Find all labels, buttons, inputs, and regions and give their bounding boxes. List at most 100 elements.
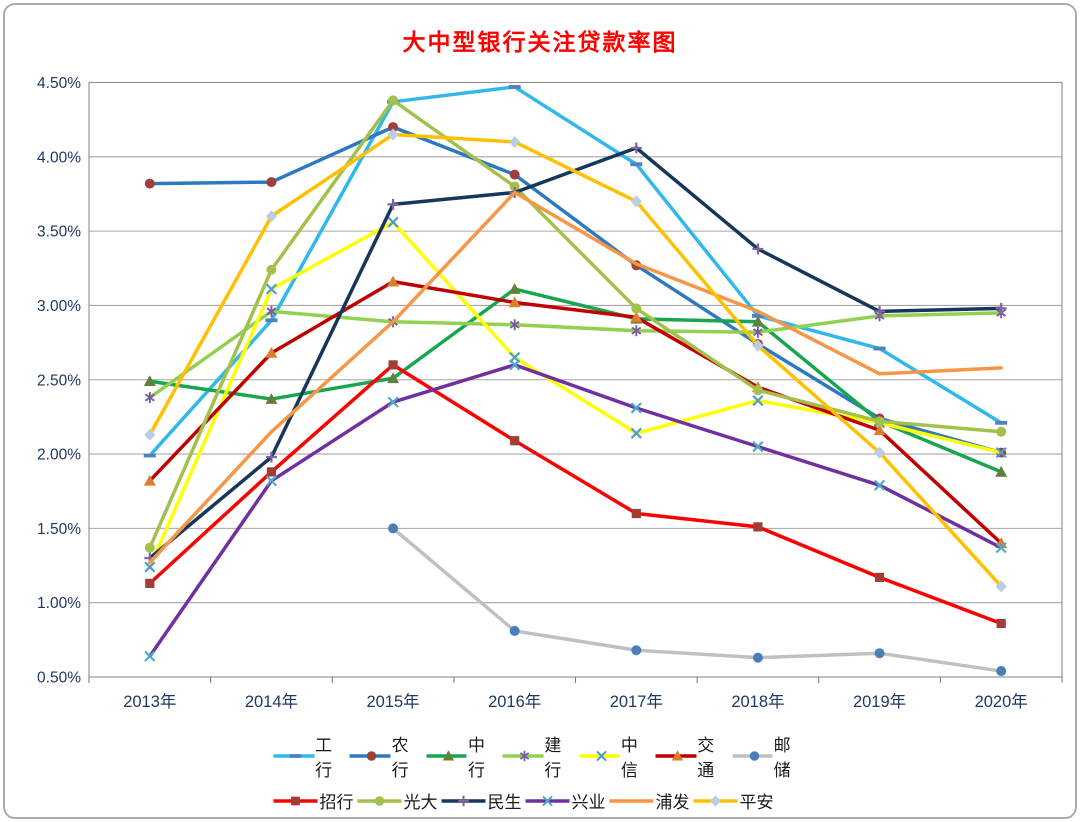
marker-square xyxy=(874,572,885,583)
marker-circle xyxy=(996,426,1007,437)
series-line xyxy=(148,363,1003,658)
marker-x xyxy=(509,359,521,371)
series-line xyxy=(148,85,1003,458)
legend-marker-icon xyxy=(357,795,402,806)
marker-triangle xyxy=(873,424,886,436)
legend-label: 民生 xyxy=(487,793,522,812)
legend-marker-icon xyxy=(609,798,654,803)
marker-square xyxy=(266,467,277,477)
series-line xyxy=(391,526,1003,673)
marker-dash xyxy=(873,346,886,351)
marker-triangle xyxy=(508,296,521,308)
series-line xyxy=(148,132,1003,589)
marker-circle xyxy=(509,181,520,192)
marker-circle xyxy=(996,666,1007,677)
legend-item: 农行 xyxy=(349,731,422,781)
marker-dash xyxy=(289,754,302,758)
chart-legend: 工行 农行 中行 建行 中信 交通 邮储 招行 光大 民生 兴业 浦发 平安 xyxy=(273,731,808,813)
marker-circle xyxy=(631,645,642,656)
marker-square xyxy=(631,508,641,519)
marker-dash xyxy=(508,85,521,89)
x-tick-label: 2016年 xyxy=(488,692,541,711)
marker-x xyxy=(542,795,553,806)
y-tick-label: 0.50% xyxy=(37,670,81,687)
marker-circle xyxy=(752,652,763,663)
legend-item: 中行 xyxy=(425,731,498,781)
legend-label: 光大 xyxy=(403,793,438,812)
legend-item: 民生 xyxy=(441,788,522,813)
legend-row: 工行 农行 中行 建行 中信 交通 邮储 xyxy=(273,731,808,781)
marker-circle xyxy=(749,751,759,761)
marker-dash xyxy=(630,162,643,167)
marker-square xyxy=(291,796,300,805)
marker-circle xyxy=(266,177,277,188)
legend-row: 招行 光大 民生 兴业 浦发 平安 xyxy=(273,788,777,813)
x-tick-label: 2015年 xyxy=(366,692,419,711)
marker-diamond xyxy=(752,339,764,352)
legend-item: 光大 xyxy=(357,788,438,813)
marker-triangle xyxy=(143,474,156,486)
legend-item: 中信 xyxy=(578,731,651,781)
marker-diamond xyxy=(144,428,156,441)
legend-marker-icon xyxy=(525,795,570,806)
marker-triangle xyxy=(387,372,400,384)
series-line xyxy=(148,146,1003,560)
legend-label: 兴业 xyxy=(571,793,606,812)
marker-triangle xyxy=(265,393,278,404)
marker-circle xyxy=(367,751,377,761)
marker-diamond xyxy=(630,195,642,208)
marker-x xyxy=(387,396,399,408)
marker-circle xyxy=(374,795,385,806)
marker-diamond xyxy=(265,210,278,223)
chart-card: 大中型银行关注贷款率图 4.50% 4.00% 3.50% 3.00% 2.50% 2.0… xyxy=(3,3,1077,819)
marker-asterisk xyxy=(266,307,277,316)
series-line xyxy=(148,279,1003,545)
line-chart-plot: 4.50% 4.00% 3.50% 3.00% 2.50% 2.00% 1.50% 1.00%… xyxy=(37,75,1063,711)
marker-x xyxy=(752,394,764,407)
legend-marker-icon xyxy=(579,750,620,762)
legend-label: 工行 xyxy=(315,736,333,780)
series-line xyxy=(148,98,1003,550)
marker-square xyxy=(753,522,763,532)
marker-diamond xyxy=(710,794,721,807)
marker-circle xyxy=(388,95,399,106)
x-tick-label: 2013年 xyxy=(123,692,176,711)
marker-x xyxy=(265,475,278,487)
series-line xyxy=(148,125,1003,455)
legend-marker-icon xyxy=(655,750,697,761)
marker-x xyxy=(144,650,156,662)
marker-triangle xyxy=(995,465,1008,477)
marker-diamond xyxy=(387,128,399,141)
marker-x xyxy=(752,441,764,453)
marker-x xyxy=(995,446,1007,459)
marker-square xyxy=(510,436,520,446)
marker-circle xyxy=(874,648,885,659)
marker-x xyxy=(873,479,886,491)
marker-diamond xyxy=(873,446,886,459)
marker-square xyxy=(996,618,1006,629)
x-tick-label: 2014年 xyxy=(245,692,298,711)
marker-asterisk xyxy=(752,328,763,337)
y-tick-label: 3.50% xyxy=(37,224,81,241)
legend-marker-icon xyxy=(441,795,486,806)
legend-label: 平安 xyxy=(739,793,774,812)
legend-item: 建行 xyxy=(502,731,575,781)
legend-item: 招行 xyxy=(273,788,354,813)
y-tick-label: 4.50% xyxy=(37,75,81,92)
marker-asterisk xyxy=(144,393,155,402)
legend-item: 平安 xyxy=(693,788,774,813)
marker-x xyxy=(630,427,642,439)
x-tick-label: 2018年 xyxy=(731,692,784,711)
marker-circle xyxy=(874,416,885,427)
legend-item: 浦发 xyxy=(609,788,690,813)
legend-marker-icon xyxy=(349,751,391,761)
marker-square xyxy=(388,360,398,370)
marker-triangle xyxy=(143,375,156,387)
marker-x xyxy=(144,561,156,573)
legend-label: 建行 xyxy=(544,736,562,780)
marker-dash xyxy=(143,453,156,458)
marker-triangle xyxy=(508,283,521,294)
y-tick-label: 4.00% xyxy=(37,149,81,166)
legend-marker-icon xyxy=(426,750,467,761)
marker-diamond xyxy=(509,135,521,148)
